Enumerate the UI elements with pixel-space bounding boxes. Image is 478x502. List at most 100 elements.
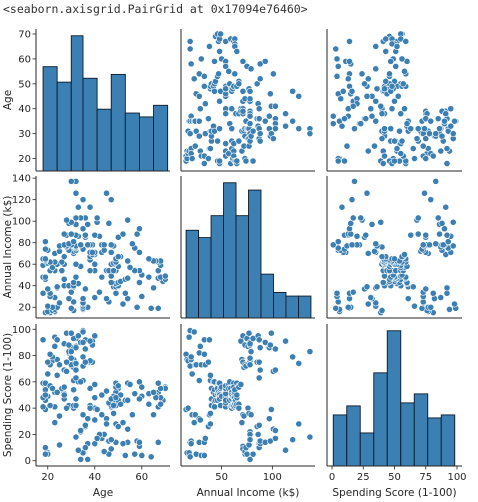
scatter-point — [343, 142, 351, 150]
scatter-point — [117, 400, 125, 408]
scatter-point — [103, 295, 110, 303]
histogram-bar — [440, 414, 456, 467]
scatter-point — [72, 395, 80, 403]
scatter-point — [447, 122, 455, 130]
scatter-point — [427, 196, 435, 204]
scatter-point — [81, 231, 89, 239]
histogram-bar — [273, 291, 287, 319]
scatter-point — [112, 289, 120, 297]
scatter-point — [246, 436, 254, 444]
scatter-point — [93, 214, 101, 222]
scatter-point — [333, 72, 341, 80]
scatter-point — [414, 214, 422, 222]
scatter-point — [382, 48, 390, 55]
scatter-point — [100, 448, 108, 455]
x-axis-label: Annual Income (k$) — [197, 487, 300, 499]
scatter-point — [363, 283, 371, 291]
scatter-point — [349, 288, 357, 296]
scatter-point — [107, 248, 115, 256]
scatter-point — [98, 273, 106, 281]
scatter-point — [190, 328, 198, 336]
scatter-point — [46, 402, 54, 409]
scatter-point — [409, 145, 417, 152]
histogram-bar — [153, 104, 169, 172]
panel-age-vs-age: 20 30 40 50 60 70 Age — [2, 29, 170, 172]
histogram-bar — [285, 295, 299, 319]
scatter-point — [438, 219, 446, 227]
scatter-point — [368, 221, 376, 228]
scatter-point — [188, 155, 196, 162]
scatter-point — [84, 241, 92, 249]
scatter-point — [196, 105, 204, 113]
scatter-point — [67, 177, 75, 185]
x-tick-label: 20 — [41, 472, 54, 483]
scatter-point — [246, 340, 254, 348]
scatter-point — [119, 440, 127, 448]
scatter-point — [289, 87, 297, 95]
scatter-point — [124, 396, 132, 404]
y-tick-label: 0 — [25, 456, 31, 467]
scatter-point — [282, 110, 289, 118]
scatter-point — [422, 135, 430, 143]
scatter-point — [42, 273, 49, 281]
scatter-point — [96, 288, 103, 296]
scatter-point — [256, 344, 264, 352]
scatter-point — [391, 137, 398, 145]
scatter-point — [372, 240, 380, 248]
scatter-point — [147, 453, 155, 461]
scatter-point — [246, 87, 254, 95]
scatter-point — [72, 374, 80, 382]
scatter-point — [46, 350, 54, 358]
scatter-point — [119, 300, 127, 308]
y-tick-label: 20 — [18, 303, 31, 314]
scatter-point — [65, 341, 73, 349]
scatter-point — [72, 214, 80, 222]
scatter-point — [235, 137, 243, 145]
scatter-point — [217, 30, 224, 38]
histogram-bar — [298, 295, 312, 319]
scatter-point — [246, 354, 254, 362]
scatter-point — [401, 105, 408, 113]
scatter-point — [119, 419, 127, 427]
scatter-point — [351, 177, 358, 185]
histogram-bar — [110, 73, 126, 172]
scatter-point — [39, 289, 47, 297]
scatter-point — [362, 231, 370, 239]
scatter-point — [81, 421, 89, 429]
scatter-point — [150, 411, 157, 419]
x-tick-label: 60 — [135, 472, 148, 483]
scatter-point — [211, 57, 218, 65]
scatter-point — [200, 82, 208, 90]
scatter-point — [197, 55, 205, 63]
scatter-point — [267, 406, 275, 413]
scatter-point — [207, 410, 214, 417]
scatter-point — [421, 125, 428, 133]
scatter-point — [42, 450, 49, 458]
scatter-point — [255, 115, 263, 123]
scatter-point — [239, 57, 247, 65]
scatter-point — [398, 55, 406, 63]
scatter-point — [267, 329, 275, 337]
scatter-point — [393, 43, 401, 50]
histogram-bar — [235, 215, 249, 319]
histogram-bar — [70, 35, 84, 172]
scatter-point — [348, 87, 356, 95]
scatter-point — [216, 157, 223, 165]
scatter-point — [432, 240, 440, 248]
scatter-point — [186, 453, 194, 461]
scatter-point — [206, 43, 213, 50]
scatter-point — [334, 62, 342, 70]
scatter-point — [387, 57, 395, 65]
scatter-point — [272, 366, 279, 374]
scatter-point — [237, 381, 245, 388]
scatter-point — [72, 260, 80, 268]
scatter-point — [437, 147, 445, 155]
scatter-point — [53, 336, 61, 344]
scatter-point — [128, 240, 136, 248]
scatter-point — [341, 115, 348, 123]
scatter-point — [103, 420, 110, 428]
scatter-point — [89, 248, 96, 256]
scatter-point — [391, 157, 398, 165]
scatter-point — [86, 203, 94, 211]
scatter-point — [357, 120, 365, 128]
